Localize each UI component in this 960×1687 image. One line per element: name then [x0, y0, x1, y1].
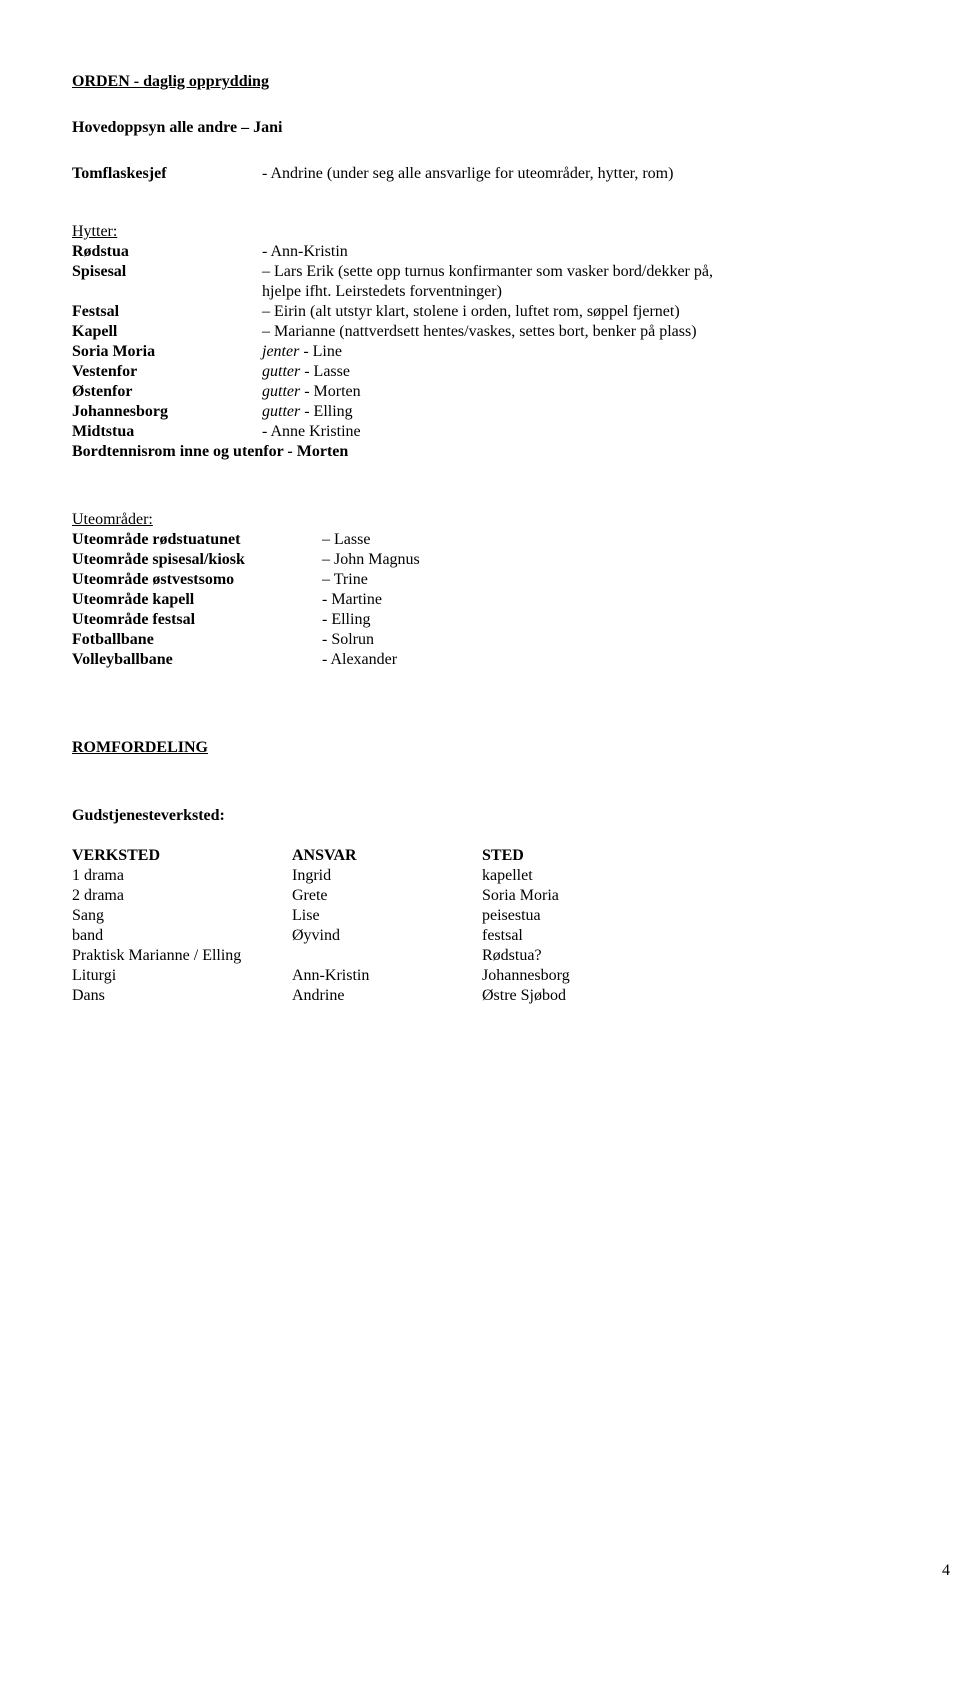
fotballbane-value: - Solrun — [322, 630, 960, 650]
bordtennis-line: Bordtennisrom inne og utenfor - Morten — [72, 442, 960, 462]
ute-kapell-label: Uteområde kapell — [72, 590, 322, 610]
ute-rodstuatunet-label: Uteområde rødstuatunet — [72, 530, 322, 550]
vestenfor-ital: gutter — [262, 363, 300, 380]
page-number: 4 — [942, 1561, 950, 1581]
table-header-ansvar: ANSVAR — [292, 846, 482, 866]
table-row: 1 drama Ingrid kapellet — [72, 866, 960, 886]
spisesal-value-line2: hjelpe ifht. Leirstedets forventninger) — [262, 282, 960, 302]
ute-rodstuatunet-value: – Lasse — [322, 530, 960, 550]
tomflaskesjef-label: Tomflaskesjef — [72, 164, 262, 184]
ute-festsal-value: - Elling — [322, 610, 960, 630]
table-header-verksted: VERKSTED — [72, 846, 292, 866]
page-title: ORDEN - daglig opprydding — [72, 73, 269, 90]
festsal-value: – Eirin (alt utstyr klart, stolene i ord… — [262, 302, 960, 322]
johannesborg-value: gutter - Elling — [262, 402, 960, 422]
ute-spisesal-kiosk-value: – John Magnus — [322, 550, 960, 570]
table-cell: Dans — [72, 986, 292, 1006]
johannesborg-label: Johannesborg — [72, 402, 262, 422]
soria-ital: jenter — [262, 343, 299, 360]
table-cell: Grete — [292, 886, 482, 906]
table-cell: Øyvind — [292, 926, 482, 946]
spisesal-label: Spisesal — [72, 262, 262, 282]
midtstua-label: Midtstua — [72, 422, 262, 442]
uteomrader-heading: Uteområder: — [72, 510, 960, 530]
tomflaskesjef-value: - Andrine (under seg alle ansvarlige for… — [262, 164, 960, 184]
table-header-sted: STED — [482, 846, 960, 866]
table-row: Liturgi Ann-Kristin Johannesborg — [72, 966, 960, 986]
soria-value: jenter - Line — [262, 342, 960, 362]
kapell-label: Kapell — [72, 322, 262, 342]
rodstua-value: - Ann-Kristin — [262, 242, 960, 262]
soria-rest: - Line — [299, 343, 342, 360]
volleyballbane-value: - Alexander — [322, 650, 960, 670]
gudstjeneste-heading: Gudstjenesteverksted: — [72, 806, 960, 826]
table-cell: peisestua — [482, 906, 960, 926]
midtstua-value: - Anne Kristine — [262, 422, 960, 442]
ute-ostvestsomo-label: Uteområde østvestsomo — [72, 570, 322, 590]
ute-festsal-label: Uteområde festsal — [72, 610, 322, 630]
table-row-praktisk: Praktisk Marianne / Elling Rødstua? — [72, 946, 960, 966]
praktisk-right: Rødstua? — [482, 946, 672, 966]
praktisk-left: Praktisk Marianne / Elling — [72, 946, 482, 966]
johannesborg-ital: gutter — [262, 403, 300, 420]
table-cell: Lise — [292, 906, 482, 926]
soria-label: Soria Moria — [72, 342, 262, 362]
ute-spisesal-kiosk-label: Uteområde spisesal/kiosk — [72, 550, 322, 570]
ostenfor-label: Østenfor — [72, 382, 262, 402]
spisesal-value-line1: – Lars Erik (sette opp turnus konfirmant… — [262, 262, 960, 282]
table-cell: Sang — [72, 906, 292, 926]
table-cell: band — [72, 926, 292, 946]
vestenfor-rest: - Lasse — [300, 363, 350, 380]
festsal-label: Festsal — [72, 302, 262, 322]
fotballbane-label: Fotballbane — [72, 630, 322, 650]
table-cell: festsal — [482, 926, 960, 946]
table-cell: Østre Sjøbod — [482, 986, 960, 1006]
table-cell: kapellet — [482, 866, 960, 886]
ostenfor-rest: - Morten — [300, 383, 360, 400]
table-cell: Liturgi — [72, 966, 292, 986]
romfordeling-heading: ROMFORDELING — [72, 738, 960, 758]
vestenfor-label: Vestenfor — [72, 362, 262, 382]
ostenfor-value: gutter - Morten — [262, 382, 960, 402]
table-cell: Soria Moria — [482, 886, 960, 906]
ute-kapell-value: - Martine — [322, 590, 960, 610]
volleyballbane-label: Volleyballbane — [72, 650, 322, 670]
table-row: Sang Lise peisestua — [72, 906, 960, 926]
hytter-heading: Hytter: — [72, 222, 960, 242]
ute-ostvestsomo-value: – Trine — [322, 570, 960, 590]
rodstua-label: Rødstua — [72, 242, 262, 262]
ostenfor-ital: gutter — [262, 383, 300, 400]
table-row: 2 drama Grete Soria Moria — [72, 886, 960, 906]
table-cell: Johannesborg — [482, 966, 960, 986]
hovedoppsyn-line: Hovedoppsyn alle andre – Jani — [72, 119, 282, 136]
table-row: band Øyvind festsal — [72, 926, 960, 946]
table-cell: Ingrid — [292, 866, 482, 886]
table-cell: Ann-Kristin — [292, 966, 482, 986]
johannesborg-rest: - Elling — [300, 403, 352, 420]
table-row: Dans Andrine Østre Sjøbod — [72, 986, 960, 1006]
table-cell: 1 drama — [72, 866, 292, 886]
table-cell: Andrine — [292, 986, 482, 1006]
table-cell: 2 drama — [72, 886, 292, 906]
kapell-value: – Marianne (nattverdsett hentes/vaskes, … — [262, 322, 960, 342]
vestenfor-value: gutter - Lasse — [262, 362, 960, 382]
table-header-row: VERKSTED ANSVAR STED — [72, 846, 960, 866]
